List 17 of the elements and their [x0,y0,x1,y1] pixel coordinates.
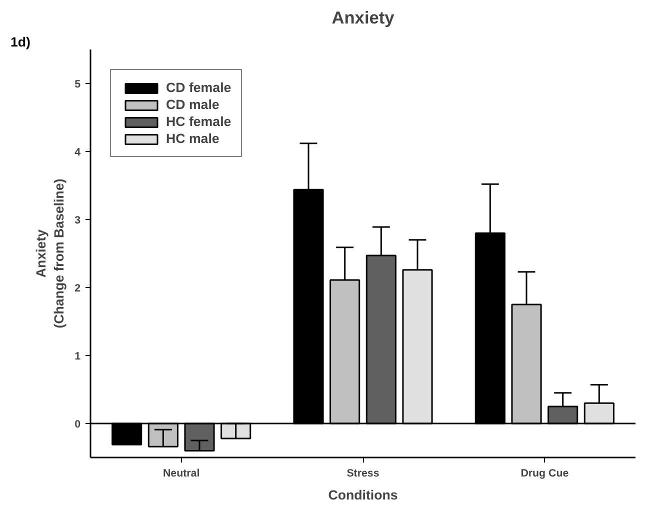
y-tick-label: 5 [74,78,81,90]
y-tick-label: 3 [74,214,81,226]
x-tick-label: Drug Cue [520,468,569,480]
legend-label: HC female [166,114,232,129]
y-tick-label: 4 [74,146,81,158]
y-axis-title: Anxiety (Change from Baseline) [34,178,67,328]
y-tick-label: 2 [74,282,81,294]
legend-label: HC male [166,131,220,146]
legend-label: CD male [166,97,220,112]
y-tick-label: 1 [74,350,81,362]
chart-title: Anxiety [332,8,395,28]
x-axis-title: Conditions [328,488,398,502]
y-tick-label: 0 [74,418,81,430]
text: 1d) [10,34,30,50]
legend-label: CD female [166,80,232,95]
x-tick-label: Neutral [162,468,200,480]
x-tick-label: Stress [346,468,380,480]
